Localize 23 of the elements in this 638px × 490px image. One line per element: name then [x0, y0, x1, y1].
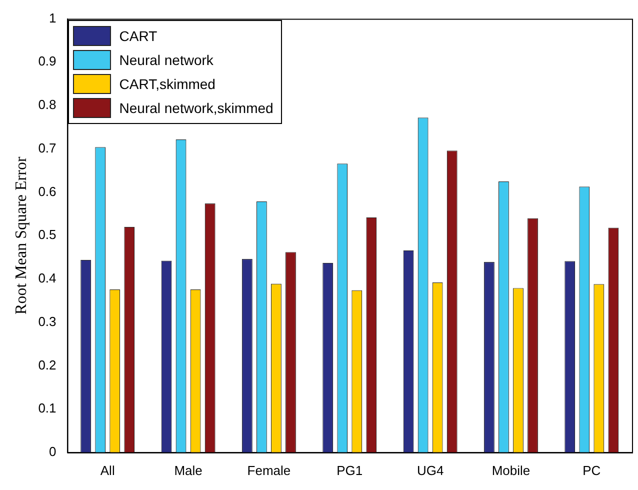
- x-tick-label: All: [100, 462, 115, 478]
- legend-label: CART: [119, 28, 158, 44]
- y-tick-label: 0.8: [38, 97, 56, 112]
- x-tick-label: Mobile: [492, 462, 530, 478]
- y-tick-label: 0.7: [38, 140, 56, 156]
- legend-label: Neural network: [119, 52, 214, 68]
- x-tick-label: Male: [174, 462, 202, 478]
- x-tick-label: UG4: [416, 462, 444, 478]
- y-tick-label: 0.9: [38, 54, 56, 69]
- y-tick-label: 0.1: [38, 400, 56, 416]
- y-tick-label: 0.3: [38, 314, 56, 329]
- y-tick-label: 0.2: [38, 357, 56, 372]
- x-tick-label: PG1: [336, 462, 363, 478]
- x-tick-label: Female: [247, 462, 291, 478]
- y-tick-label: 0.4: [38, 270, 56, 286]
- legend-label: Neural network,skimmed: [119, 100, 274, 116]
- x-tick-label: PC: [582, 462, 601, 478]
- y-tick-label: 1: [49, 10, 56, 26]
- legend-label: CART,skimmed: [119, 76, 216, 92]
- y-tick-label: 0: [49, 444, 56, 459]
- y-axis-title: Root Mean Square Error: [12, 156, 30, 314]
- y-tick-label: 0.5: [38, 227, 56, 242]
- y-tick-label: 0.6: [38, 184, 56, 199]
